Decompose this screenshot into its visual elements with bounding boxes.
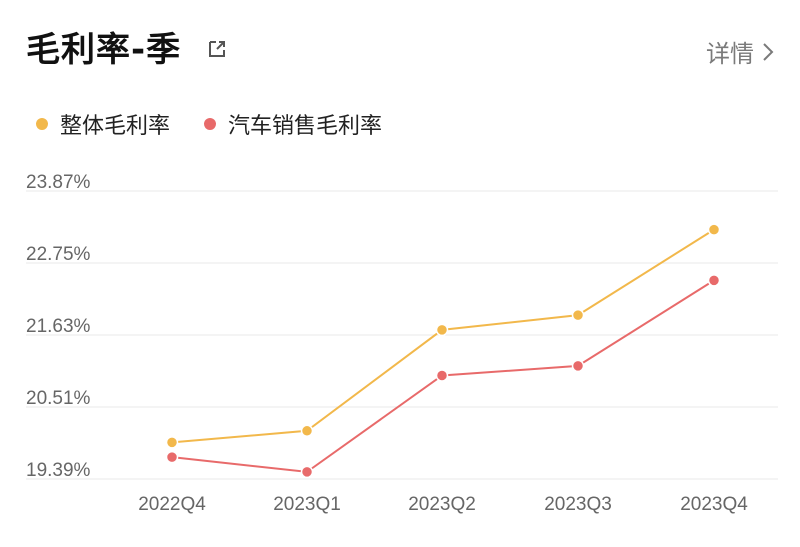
y-tick-label: 19.39% bbox=[26, 460, 91, 481]
legend-dot-auto bbox=[204, 118, 217, 130]
data-point-overall bbox=[707, 223, 721, 236]
x-tick-label: 2022Q4 bbox=[138, 494, 206, 515]
chevron-right-icon bbox=[763, 42, 774, 61]
y-tick-label: 22.75% bbox=[26, 244, 91, 265]
data-point-auto bbox=[571, 359, 585, 373]
legend-label-overall: 整体毛利率 bbox=[60, 114, 171, 139]
data-point-auto bbox=[300, 465, 314, 479]
y-tick-label: 20.51% bbox=[26, 388, 91, 409]
data-point-overall bbox=[300, 424, 314, 438]
detail-link[interactable]: 详情 bbox=[706, 34, 774, 69]
y-tick-label: 21.63% bbox=[26, 316, 91, 337]
x-tick-label: 2023Q3 bbox=[544, 494, 612, 515]
legend-dot-overall bbox=[36, 118, 48, 130]
y-tick-label: 23.87% bbox=[26, 172, 91, 193]
data-point-overall bbox=[571, 308, 585, 322]
chart-legend: 整体毛利率 汽车销售毛利率 bbox=[36, 108, 416, 140]
data-point-auto bbox=[165, 450, 179, 464]
x-tick-label: 2023Q2 bbox=[408, 494, 476, 515]
card-title: 毛利率-季 bbox=[26, 30, 182, 70]
data-point-auto bbox=[707, 274, 721, 287]
data-point-auto bbox=[435, 369, 449, 382]
legend-label-auto: 汽车销售毛利率 bbox=[228, 114, 383, 139]
data-point-overall bbox=[435, 323, 449, 337]
data-point-overall bbox=[165, 436, 179, 449]
x-tick-label: 2023Q4 bbox=[680, 494, 748, 515]
legend-item-overall[interactable]: 整体毛利率 bbox=[36, 108, 170, 140]
external-link-icon[interactable] bbox=[206, 38, 228, 60]
x-tick-label: 2023Q1 bbox=[273, 494, 341, 515]
legend-item-auto[interactable]: 汽车销售毛利率 bbox=[204, 108, 382, 140]
detail-label: 详情 bbox=[706, 40, 754, 68]
